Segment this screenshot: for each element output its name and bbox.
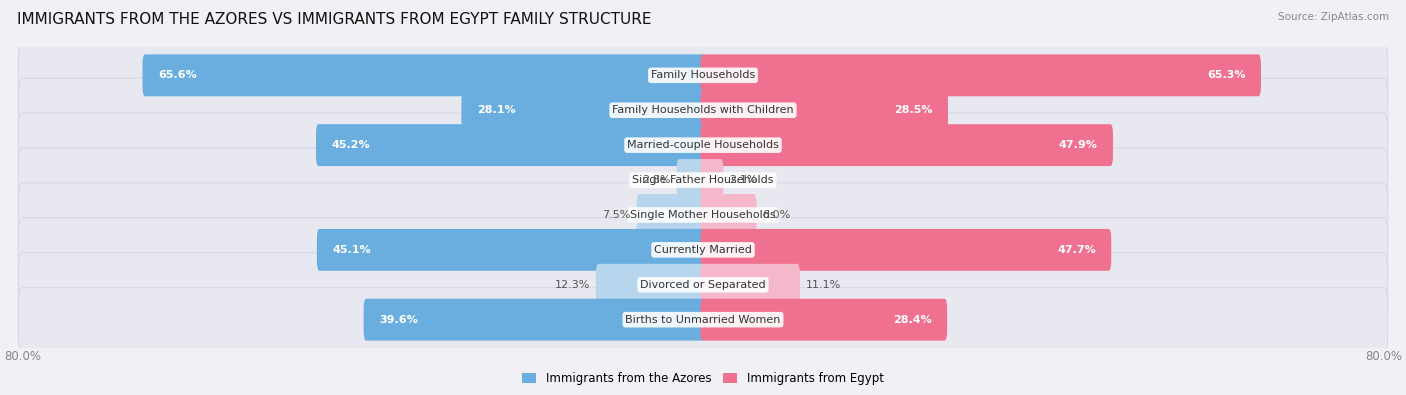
FancyBboxPatch shape [700,159,724,201]
Text: Divorced or Separated: Divorced or Separated [640,280,766,290]
FancyBboxPatch shape [700,264,800,306]
FancyBboxPatch shape [18,288,1388,352]
Text: 47.9%: 47.9% [1059,140,1098,150]
FancyBboxPatch shape [18,43,1388,107]
Text: 28.1%: 28.1% [477,105,516,115]
FancyBboxPatch shape [142,55,706,96]
FancyBboxPatch shape [316,124,706,166]
Text: Single Father Households: Single Father Households [633,175,773,185]
Text: Currently Married: Currently Married [654,245,752,255]
Text: 11.1%: 11.1% [806,280,841,290]
FancyBboxPatch shape [18,218,1388,282]
Text: 65.3%: 65.3% [1208,70,1246,80]
Text: 2.8%: 2.8% [643,175,671,185]
FancyBboxPatch shape [364,299,706,340]
Text: Family Households with Children: Family Households with Children [612,105,794,115]
Legend: Immigrants from the Azores, Immigrants from Egypt: Immigrants from the Azores, Immigrants f… [517,367,889,390]
FancyBboxPatch shape [700,89,948,131]
Text: Single Mother Households: Single Mother Households [630,210,776,220]
FancyBboxPatch shape [18,183,1388,247]
FancyBboxPatch shape [18,78,1388,142]
FancyBboxPatch shape [700,55,1261,96]
Text: Births to Unmarried Women: Births to Unmarried Women [626,315,780,325]
Text: 28.5%: 28.5% [894,105,932,115]
FancyBboxPatch shape [700,194,756,236]
Text: Family Households: Family Households [651,70,755,80]
Text: 47.7%: 47.7% [1057,245,1095,255]
Text: 28.4%: 28.4% [893,315,932,325]
Text: 39.6%: 39.6% [380,315,418,325]
FancyBboxPatch shape [700,124,1114,166]
Text: 45.1%: 45.1% [332,245,371,255]
Text: 65.6%: 65.6% [157,70,197,80]
FancyBboxPatch shape [637,194,706,236]
FancyBboxPatch shape [461,89,706,131]
FancyBboxPatch shape [596,264,706,306]
Text: 6.0%: 6.0% [762,210,790,220]
FancyBboxPatch shape [316,229,706,271]
FancyBboxPatch shape [676,159,706,201]
FancyBboxPatch shape [18,113,1388,177]
FancyBboxPatch shape [18,148,1388,212]
Text: 2.1%: 2.1% [730,175,758,185]
FancyBboxPatch shape [700,299,948,340]
Text: 45.2%: 45.2% [332,140,370,150]
FancyBboxPatch shape [18,253,1388,317]
Text: 7.5%: 7.5% [602,210,631,220]
FancyBboxPatch shape [700,229,1111,271]
Text: IMMIGRANTS FROM THE AZORES VS IMMIGRANTS FROM EGYPT FAMILY STRUCTURE: IMMIGRANTS FROM THE AZORES VS IMMIGRANTS… [17,12,651,27]
Text: Married-couple Households: Married-couple Households [627,140,779,150]
Text: 12.3%: 12.3% [554,280,591,290]
Text: Source: ZipAtlas.com: Source: ZipAtlas.com [1278,12,1389,22]
